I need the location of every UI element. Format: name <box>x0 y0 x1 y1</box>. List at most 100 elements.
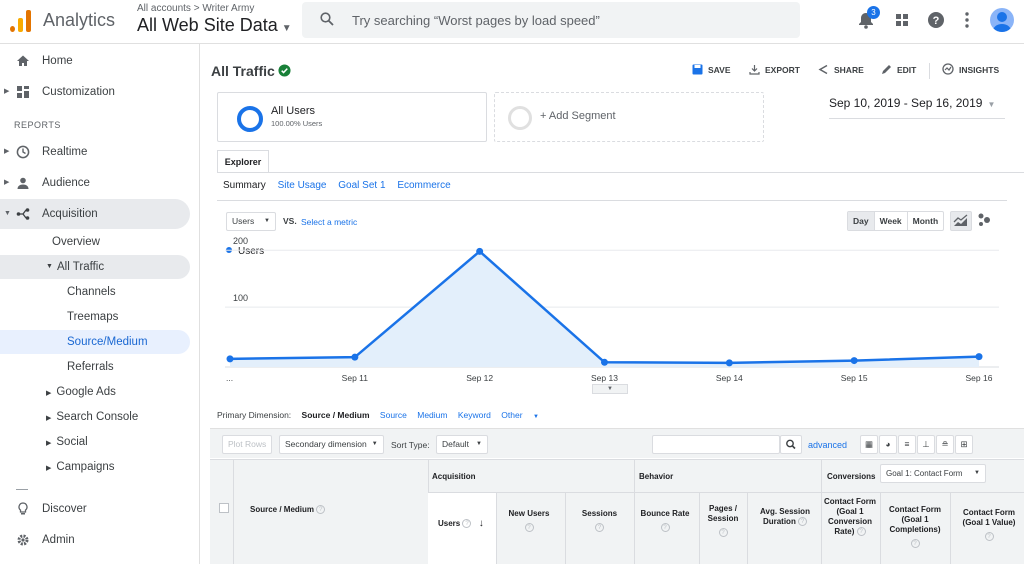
period-month-button[interactable]: Month <box>912 216 939 226</box>
dimension-other[interactable]: Other ▼ <box>501 410 547 420</box>
sidebar-item-search-console[interactable]: ▶ Search Console <box>46 405 138 429</box>
sidebar-item-all-traffic[interactable]: ▼ All Traffic <box>0 255 190 279</box>
filter-search-button[interactable] <box>780 435 802 454</box>
x-tick-label: Sep 15 <box>841 373 868 383</box>
export-button[interactable]: EXPORT <box>749 63 800 77</box>
help-icon[interactable]: ? <box>926 10 946 30</box>
table-grid-icon: ▦ <box>864 439 874 449</box>
table-filter-input[interactable] <box>652 435 780 454</box>
line-chart-button[interactable] <box>950 211 972 231</box>
share-button[interactable]: SHARE <box>818 63 864 77</box>
period-day-button[interactable]: Day <box>848 212 875 230</box>
download-icon <box>749 65 760 75</box>
header-avg-session-duration[interactable]: Avg. Session Duration ? <box>753 507 817 527</box>
sidebar-item-customization[interactable]: ▶ Customization <box>0 77 190 107</box>
dimension-source[interactable]: Source <box>379 410 407 420</box>
sidebar-item-discover[interactable]: Discover <box>0 494 190 524</box>
dimension-medium[interactable]: Medium <box>417 410 448 420</box>
sidebar-item-google-ads[interactable]: ▶ Google Ads <box>46 380 116 404</box>
sorted-column-bg <box>428 493 496 565</box>
apps-grid-icon[interactable] <box>892 10 912 30</box>
data-point[interactable] <box>476 247 484 255</box>
header-goal-completions[interactable]: Contact Form (Goal 1 Completions)? <box>883 505 947 548</box>
insights-button[interactable]: INSIGHTS <box>942 63 999 77</box>
edit-label: EDIT <box>897 65 917 75</box>
view-pivot-button[interactable]: ⊞ <box>955 435 973 454</box>
sidebar-item-channels[interactable]: Channels <box>67 286 116 298</box>
date-range-picker[interactable]: Sep 10, 2019 - Sep 16, 2019 ▼ <box>829 96 1006 119</box>
sort-type-select[interactable]: Default ▼ <box>436 435 488 454</box>
x-tick-label: Sep 12 <box>466 373 493 383</box>
select-metric-link[interactable]: Select a metric <box>301 217 358 227</box>
data-point[interactable] <box>601 358 608 366</box>
data-point[interactable] <box>975 353 983 361</box>
data-point[interactable] <box>226 355 234 363</box>
header-users[interactable]: Users ? ↓ <box>438 519 484 529</box>
advanced-filter-link[interactable]: advanced <box>808 440 848 450</box>
sidebar-item-audience[interactable]: ▶ Audience <box>0 168 190 198</box>
sidebar-item-realtime[interactable]: ▶ Realtime <box>0 137 190 167</box>
data-point[interactable] <box>850 357 858 365</box>
analytics-logo[interactable] <box>10 8 32 32</box>
motion-chart-button[interactable] <box>974 211 996 231</box>
help-icon: ? <box>524 523 534 532</box>
sidebar-item-label: Discover <box>42 503 87 515</box>
subtab-summary[interactable]: Summary <box>223 180 266 191</box>
dimension-source-medium[interactable]: Source / Medium <box>301 410 370 420</box>
sidebar-item-campaigns[interactable]: ▶ Campaigns <box>46 455 115 479</box>
data-point[interactable] <box>725 359 733 367</box>
add-segment-button[interactable]: + Add Segment <box>494 92 764 142</box>
period-week-button[interactable]: Week <box>875 212 908 230</box>
search-bar[interactable]: Try searching “Worst pages by load speed… <box>302 2 800 38</box>
view-table-button[interactable]: ▦ <box>860 435 878 454</box>
header-sessions[interactable]: Sessions? <box>572 509 627 532</box>
secondary-dimension-select[interactable]: Secondary dimension ▼ <box>279 435 384 454</box>
caret-down-icon: ▼ <box>371 441 378 447</box>
subtab-goal-set-1[interactable]: Goal Set 1 <box>338 180 386 191</box>
header-goal-value[interactable]: Contact Form (Goal 1 Value)? <box>954 508 1024 541</box>
view-term-cloud-button[interactable]: ≘ <box>936 435 954 454</box>
sidebar-item-source-medium[interactable]: Source/Medium <box>0 330 190 354</box>
subtab-site-usage[interactable]: Site Usage <box>277 180 327 191</box>
sidebar-item-admin[interactable]: Admin <box>0 525 190 555</box>
divider <box>428 492 1024 493</box>
sidebar-item-home[interactable]: Home <box>0 46 190 76</box>
subtab-ecommerce[interactable]: Ecommerce <box>397 180 451 191</box>
header-label: Bounce Rate <box>640 509 690 518</box>
view-performance-button[interactable]: ≡ <box>898 435 916 454</box>
avatar[interactable] <box>990 8 1014 32</box>
header-label: Sessions <box>581 509 618 518</box>
sidebar-item-social[interactable]: ▶ Social <box>46 430 88 454</box>
metric-selector[interactable]: Users ▼ <box>226 212 276 231</box>
header-goal-conversion-rate[interactable]: Contact Form (Goal 1 Conversion Rate) ? <box>822 497 878 537</box>
header-new-users[interactable]: New Users? <box>504 509 554 532</box>
caret-down-icon: ▼ <box>281 23 292 34</box>
sidebar-item-referrals[interactable]: Referrals <box>67 361 114 373</box>
edit-button[interactable]: EDIT <box>881 63 916 77</box>
header-source-medium[interactable]: Source / Medium ? <box>250 505 326 515</box>
data-point[interactable] <box>351 353 359 361</box>
header-bounce-rate[interactable]: Bounce Rate? <box>638 509 692 532</box>
segment-all-users[interactable]: All Users 100.00% Users <box>217 92 487 142</box>
search-icon <box>320 12 334 26</box>
header-pages-session[interactable]: Pages / Session? <box>701 504 745 537</box>
sidebar-item-treemaps[interactable]: Treemaps <box>67 311 119 323</box>
plot-rows-button[interactable]: Plot Rows <box>222 435 273 454</box>
chart-collapse-handle[interactable]: ▼ <box>592 384 628 394</box>
sidebar-item-overview[interactable]: Overview <box>52 236 100 248</box>
select-all-checkbox[interactable] <box>219 503 229 513</box>
expand-arrow-icon: ▶ <box>4 148 10 155</box>
share-label: SHARE <box>834 65 864 75</box>
dimension-keyword[interactable]: Keyword <box>457 410 491 420</box>
view-comparison-button[interactable]: ⊥ <box>917 435 935 454</box>
sidebar-item-acquisition[interactable]: ▼ Acquisition <box>0 199 190 229</box>
property-selector[interactable]: All Web Site Data ▼ <box>137 15 292 36</box>
chart-area: Users ▼ VS. Select a metric Day Week Mont… <box>217 200 1007 395</box>
goal-selector[interactable]: Goal 1: Contact Form ▼ <box>880 464 986 483</box>
save-button[interactable]: SAVE <box>692 63 731 77</box>
view-pie-button[interactable]: ◕ <box>879 435 897 454</box>
more-vert-icon[interactable] <box>957 10 977 30</box>
header-label: Pages / Session <box>707 504 739 523</box>
tab-explorer[interactable]: Explorer <box>217 150 269 173</box>
account-breadcrumb[interactable]: All accounts > Writer Army <box>137 3 255 14</box>
